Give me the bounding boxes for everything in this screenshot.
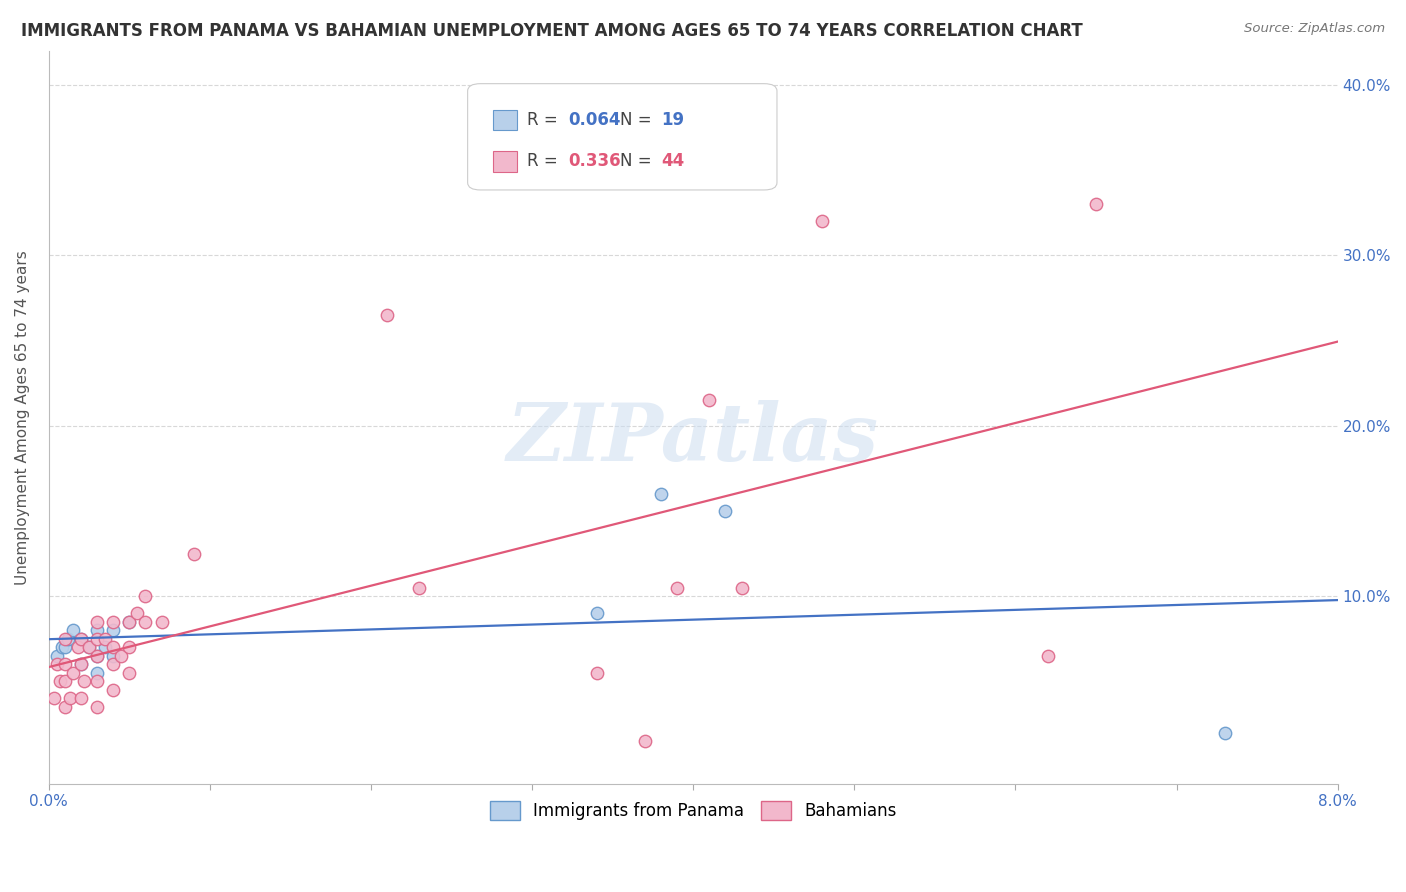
Point — [77, 640, 100, 655]
Point — [118, 615, 141, 629]
Point — [77, 640, 100, 655]
Point — [53, 700, 76, 714]
Point — [730, 581, 752, 595]
Point — [86, 700, 108, 714]
Text: R =: R = — [527, 112, 562, 129]
Point — [714, 504, 737, 518]
Text: IMMIGRANTS FROM PANAMA VS BAHAMIAN UNEMPLOYMENT AMONG AGES 65 TO 74 YEARS CORREL: IMMIGRANTS FROM PANAMA VS BAHAMIAN UNEMP… — [21, 22, 1083, 40]
Point — [103, 683, 125, 698]
Legend: Immigrants from Panama, Bahamians: Immigrants from Panama, Bahamians — [484, 794, 903, 827]
Point — [134, 615, 156, 629]
Text: Source: ZipAtlas.com: Source: ZipAtlas.com — [1244, 22, 1385, 36]
Point — [59, 691, 82, 706]
Text: R =: R = — [527, 153, 562, 170]
Point — [697, 393, 720, 408]
Point — [86, 648, 108, 663]
Point — [62, 624, 84, 638]
Point — [103, 624, 125, 638]
Point — [1084, 197, 1107, 211]
Point — [45, 648, 67, 663]
Text: 44: 44 — [661, 153, 685, 170]
Point — [86, 624, 108, 638]
Point — [86, 615, 108, 629]
FancyBboxPatch shape — [468, 84, 778, 190]
Point — [585, 665, 607, 680]
Point — [585, 607, 607, 621]
Point — [53, 674, 76, 689]
Point — [86, 665, 108, 680]
Point — [94, 640, 117, 655]
Point — [634, 734, 657, 748]
Point — [110, 648, 132, 663]
Y-axis label: Unemployment Among Ages 65 to 74 years: Unemployment Among Ages 65 to 74 years — [15, 250, 30, 584]
Point — [127, 607, 149, 621]
FancyBboxPatch shape — [494, 151, 516, 171]
Point — [70, 657, 93, 672]
Point — [70, 691, 93, 706]
Point — [86, 674, 108, 689]
Point — [118, 615, 141, 629]
Point — [86, 632, 108, 646]
Point — [45, 657, 67, 672]
Point — [1036, 648, 1059, 663]
Point — [51, 640, 73, 655]
Point — [134, 589, 156, 603]
Point — [650, 487, 672, 501]
Point — [103, 657, 125, 672]
Point — [103, 648, 125, 663]
Point — [103, 640, 125, 655]
Point — [42, 691, 65, 706]
Point — [70, 632, 93, 646]
Point — [70, 657, 93, 672]
Point — [150, 615, 173, 629]
Point — [73, 674, 96, 689]
Point — [103, 615, 125, 629]
Text: N =: N = — [620, 112, 657, 129]
Point — [53, 657, 76, 672]
Point — [94, 632, 117, 646]
Text: 0.064: 0.064 — [568, 112, 620, 129]
Text: ZIPatlas: ZIPatlas — [508, 401, 879, 478]
Point — [183, 547, 205, 561]
Text: 19: 19 — [661, 112, 685, 129]
Text: N =: N = — [620, 153, 657, 170]
Point — [66, 640, 89, 655]
Point — [53, 632, 76, 646]
Point — [118, 665, 141, 680]
Point — [70, 632, 93, 646]
Point — [49, 674, 72, 689]
Point — [56, 632, 79, 646]
Point — [666, 581, 689, 595]
Point — [118, 640, 141, 655]
Point — [408, 581, 430, 595]
Point — [1213, 725, 1236, 739]
FancyBboxPatch shape — [494, 110, 516, 130]
Point — [811, 214, 834, 228]
Point — [86, 648, 108, 663]
Point — [53, 640, 76, 655]
Point — [62, 665, 84, 680]
Point — [375, 308, 398, 322]
Text: 0.336: 0.336 — [568, 153, 621, 170]
